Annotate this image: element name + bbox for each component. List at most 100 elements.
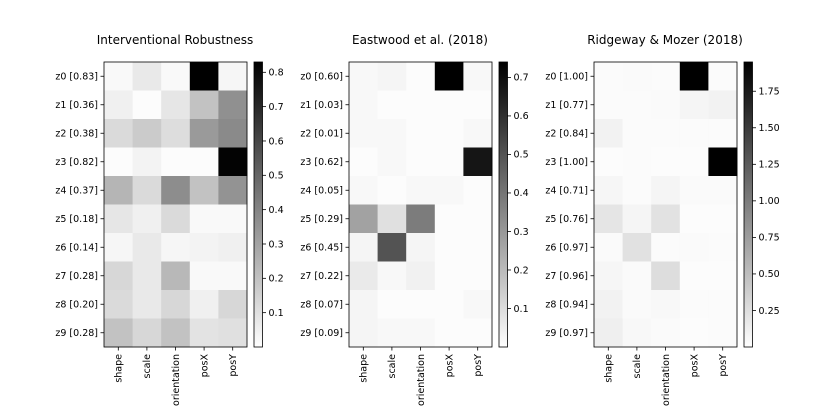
row-label: z8 [0.20]	[55, 300, 98, 311]
col-label: scale	[632, 354, 643, 379]
heatmap-cell	[132, 261, 162, 291]
heatmap-cell	[406, 261, 436, 291]
heatmap-cell	[622, 204, 652, 234]
heatmap-cell	[594, 176, 623, 205]
heatmap-cell	[349, 119, 378, 148]
heatmap-cell	[679, 318, 709, 348]
colorbar-tick-label: 0.4	[514, 188, 529, 199]
colorbar-tick-label: 0.2	[514, 265, 529, 276]
colorbar	[253, 61, 263, 348]
heatmap-cell	[622, 90, 652, 120]
row-label: z5 [0.29]	[300, 214, 343, 225]
heatmap-cell	[218, 261, 248, 291]
heatmap-cell	[104, 318, 133, 348]
heatmap-cell	[104, 261, 133, 291]
chart-title: Eastwood et al. (2018)	[352, 33, 488, 47]
heatmap-cell	[132, 318, 162, 348]
heatmap-cell	[651, 62, 681, 91]
colorbar-tick-label: 0.6	[514, 111, 529, 122]
heatmap-cell	[377, 176, 407, 205]
heatmap-cell	[651, 90, 681, 120]
heatmap-cell	[132, 62, 162, 91]
heatmap-cell	[218, 204, 248, 234]
heatmap-cell	[377, 318, 407, 348]
heatmap-cell	[349, 233, 378, 262]
colorbar-tick-label: 0.7	[514, 73, 529, 84]
heatmap-cell	[349, 176, 378, 205]
row-label: z7 [0.22]	[300, 271, 343, 282]
row-label: z2 [0.38]	[55, 129, 98, 140]
heatmap-cell	[651, 318, 681, 348]
col-label: posY	[718, 354, 729, 377]
col-label: scale	[387, 354, 398, 379]
heatmap-cell	[651, 204, 681, 234]
heatmap-cell	[161, 233, 191, 262]
heatmap-cell	[161, 90, 191, 120]
heatmap-cell	[651, 233, 681, 262]
heatmap-cell	[161, 318, 191, 348]
heatmap-cell	[189, 62, 219, 91]
heatmap-cell	[349, 62, 378, 91]
heatmap-cell	[651, 176, 681, 205]
heatmap-cell	[406, 119, 436, 148]
heatmap-cell	[463, 147, 493, 177]
col-label: posY	[473, 354, 484, 377]
heatmap-cell	[104, 233, 133, 262]
heatmap-cell	[132, 90, 162, 120]
colorbar-tick-label: 0.25	[759, 306, 780, 317]
chart-title: Ridgeway & Mozer (2018)	[587, 33, 743, 47]
row-label: z2 [0.01]	[300, 129, 343, 140]
heatmap-cell	[594, 147, 623, 177]
row-label: z4 [0.71]	[545, 186, 588, 197]
col-label: posX	[444, 354, 455, 378]
heatmap-cell	[161, 204, 191, 234]
heatmap-cell	[406, 233, 436, 262]
colorbar	[498, 61, 508, 348]
heatmap-cell	[708, 119, 738, 148]
heatmap-cell	[132, 176, 162, 205]
row-label: z6 [0.45]	[300, 243, 343, 254]
heatmap-cell	[708, 176, 738, 205]
colorbar-tick-label: 0.5	[514, 150, 529, 161]
colorbar-tick-label: 1.25	[759, 160, 780, 171]
heatmap-cell	[622, 176, 652, 205]
heatmap-cell	[104, 147, 133, 177]
heatmap-cell	[434, 90, 464, 120]
heatmap-cell	[189, 147, 219, 177]
heatmap-cell	[594, 90, 623, 120]
heatmap-cell	[434, 204, 464, 234]
heatmap-cell	[218, 318, 248, 348]
heatmap-cell	[406, 90, 436, 120]
row-label: z6 [0.14]	[55, 243, 98, 254]
heatmap-cell	[189, 176, 219, 205]
heatmap-cell	[463, 90, 493, 120]
col-label: scale	[142, 354, 153, 379]
colorbar-tick-label: 0.6	[269, 136, 284, 147]
heatmap-cell	[104, 90, 133, 120]
heatmap-cell	[349, 147, 378, 177]
heatmap-cell	[377, 90, 407, 120]
heatmap-cell	[708, 318, 738, 348]
heatmap-cell	[161, 147, 191, 177]
heatmap-cell	[708, 290, 738, 319]
heatmap-cell	[104, 176, 133, 205]
heatmap-cell	[679, 119, 709, 148]
heatmap-cell	[132, 119, 162, 148]
heatmap-cell	[349, 318, 378, 348]
heatmap-cell	[708, 147, 738, 177]
row-label: z7 [0.96]	[545, 271, 588, 282]
colorbar-tick-label: 1.50	[759, 123, 780, 134]
heatmap-cell	[189, 261, 219, 291]
heatmap-cell	[104, 290, 133, 319]
heatmap-cell	[708, 261, 738, 291]
heatmap-cell	[679, 204, 709, 234]
heatmap-cell	[651, 290, 681, 319]
heatmap-cell	[434, 147, 464, 177]
heatmap-cell	[377, 119, 407, 148]
heatmap-cell	[594, 62, 623, 91]
colorbar-tick-label: 0.50	[759, 269, 780, 280]
heatmap-cell	[463, 233, 493, 262]
heatmap-cell	[104, 204, 133, 234]
col-label: posY	[228, 354, 239, 377]
row-label: z0 [0.60]	[300, 72, 343, 83]
